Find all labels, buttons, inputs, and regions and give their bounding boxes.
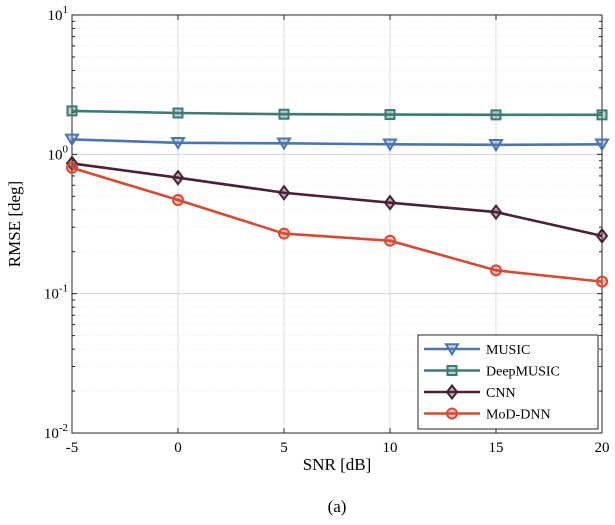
x-tick-label: 10 xyxy=(383,440,398,456)
x-tick-label: 5 xyxy=(280,440,288,456)
series-line-cnn xyxy=(71,162,603,238)
x-tick-label: 15 xyxy=(489,440,504,456)
series-line-deepmusic xyxy=(71,109,602,117)
data-point-cnn xyxy=(489,203,503,221)
series-deepmusic xyxy=(66,105,608,121)
data-point-deepmusic xyxy=(596,109,608,121)
data-point-deepmusic xyxy=(384,109,396,121)
data-point-deepmusic xyxy=(278,108,290,120)
series-lines xyxy=(64,105,610,288)
y-axis-label: RMSE [deg] xyxy=(5,181,24,267)
data-point-music xyxy=(594,138,610,152)
legend-box xyxy=(417,334,599,430)
series-line-mod-dnn xyxy=(71,166,603,283)
data-point-mod-dnn xyxy=(490,264,502,277)
y-tick-label: 100 xyxy=(48,143,69,163)
data-point-music xyxy=(382,138,398,152)
data-point-mod-dnn xyxy=(596,275,608,288)
data-point-mod-dnn xyxy=(384,234,396,247)
x-axis-label: SNR [dB] xyxy=(303,455,371,474)
data-point-music xyxy=(276,137,292,151)
axis-ticks: -5 0 5 10 15 20 10-2 10-1 100 101 xyxy=(44,4,610,456)
data-point-cnn xyxy=(277,184,291,201)
y-tick-label: 10-2 xyxy=(44,422,68,442)
series-line-music xyxy=(71,138,603,147)
legend-marker-deepmusic xyxy=(446,365,458,376)
x-tick-label: 20 xyxy=(595,440,610,456)
series-music xyxy=(64,133,610,153)
y-tick-label: 101 xyxy=(48,4,69,24)
legend-marker-cnn xyxy=(445,383,459,401)
data-point-music xyxy=(170,136,186,151)
data-point-mod-dnn xyxy=(278,227,290,240)
figure-caption: (a) xyxy=(328,497,347,516)
data-point-deepmusic xyxy=(490,109,502,121)
legend-marker-music xyxy=(444,343,460,357)
y-tick-label: 10-1 xyxy=(44,283,68,303)
legend-marker-mod-dnn xyxy=(446,407,458,420)
series-cnn xyxy=(65,155,609,244)
legend-label-deepmusic: DeepMUSIC xyxy=(486,365,560,380)
series-mod-dnn xyxy=(66,161,608,288)
plot-frame xyxy=(71,14,603,434)
legend-label-mod-dnn: MoD-DNN xyxy=(486,408,551,423)
data-point-music xyxy=(64,133,80,147)
data-point-mod-dnn xyxy=(66,161,78,174)
data-point-cnn xyxy=(595,227,609,244)
data-point-deepmusic xyxy=(66,105,78,117)
legend-label-music: MUSIC xyxy=(486,343,530,358)
data-point-cnn xyxy=(383,194,397,211)
data-point-deepmusic xyxy=(172,107,184,119)
legend-label-cnn: CNN xyxy=(486,386,516,401)
legend: MUSIC DeepMUSIC CNN MoD-DNN xyxy=(417,334,599,430)
data-point-mod-dnn xyxy=(172,194,184,207)
data-point-music xyxy=(488,139,504,153)
x-tick-label: -5 xyxy=(66,440,79,456)
data-point-cnn xyxy=(171,169,185,186)
x-tick-label: 0 xyxy=(174,440,182,456)
